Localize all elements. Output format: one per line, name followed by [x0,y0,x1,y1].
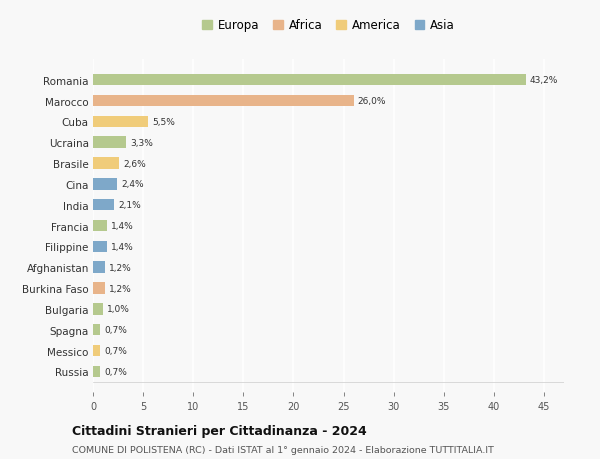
Bar [93,303,103,315]
Text: 0,7%: 0,7% [104,347,127,355]
Text: 1,0%: 1,0% [107,305,130,313]
Text: Cittadini Stranieri per Cittadinanza - 2024: Cittadini Stranieri per Cittadinanza - 2… [72,425,367,437]
Text: 1,4%: 1,4% [111,222,134,230]
Text: 2,6%: 2,6% [123,159,146,168]
Bar [93,75,526,86]
Bar [93,137,126,149]
Text: 1,4%: 1,4% [111,242,134,252]
Bar [93,179,117,190]
Bar [93,345,100,357]
Bar [93,158,119,169]
Bar [93,325,100,336]
Legend: Europa, Africa, America, Asia: Europa, Africa, America, Asia [199,16,458,36]
Text: 3,3%: 3,3% [130,139,153,147]
Bar [93,220,107,232]
Text: 26,0%: 26,0% [358,97,386,106]
Text: 0,7%: 0,7% [104,325,127,335]
Bar [93,366,100,377]
Bar [93,200,114,211]
Text: 2,1%: 2,1% [118,201,141,210]
Text: 43,2%: 43,2% [530,76,559,85]
Bar [93,262,105,274]
Text: 1,2%: 1,2% [109,263,132,272]
Text: 1,2%: 1,2% [109,284,132,293]
Bar [93,95,353,107]
Bar [93,117,148,128]
Bar [93,283,105,294]
Bar [93,241,107,252]
Text: 0,7%: 0,7% [104,367,127,376]
Text: COMUNE DI POLISTENA (RC) - Dati ISTAT al 1° gennaio 2024 - Elaborazione TUTTITAL: COMUNE DI POLISTENA (RC) - Dati ISTAT al… [72,445,494,454]
Text: 2,4%: 2,4% [121,180,143,189]
Text: 5,5%: 5,5% [152,118,175,127]
